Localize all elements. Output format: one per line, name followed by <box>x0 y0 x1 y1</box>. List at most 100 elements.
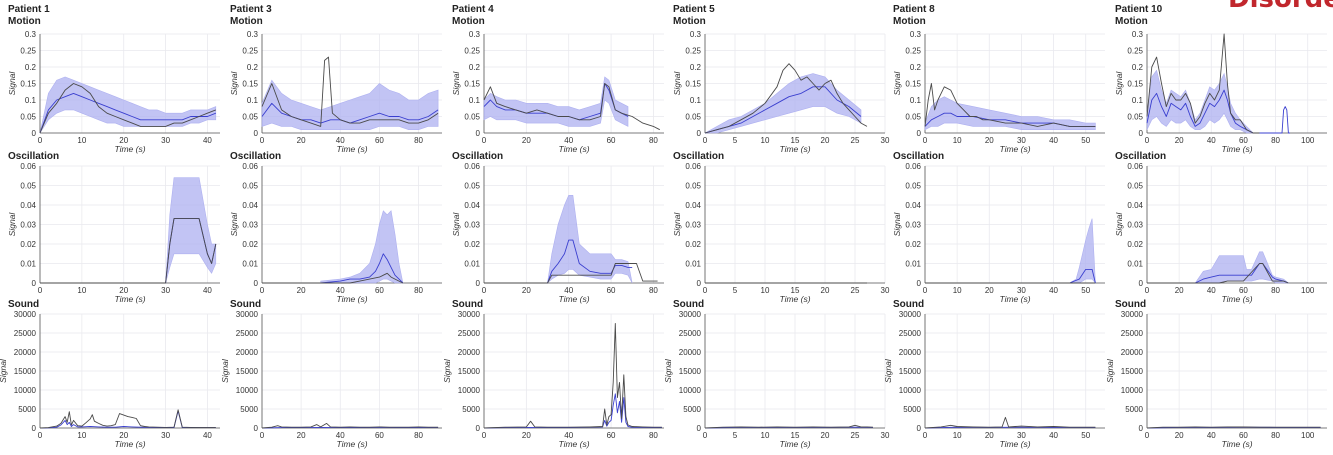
y-tick-label: 0.01 <box>242 260 258 269</box>
y-axis-label: Signal <box>883 358 893 383</box>
x-tick-label: 80 <box>649 431 658 440</box>
y-tick-label: 0.06 <box>20 162 36 171</box>
x-tick-label: 20 <box>821 136 830 145</box>
x-tick-label: 30 <box>1017 286 1026 295</box>
y-tick-label: 30000 <box>679 310 702 319</box>
y-tick-label: 20000 <box>899 348 922 357</box>
y-tick-label: 0.03 <box>905 221 921 230</box>
y-tick-label: 15000 <box>679 367 702 376</box>
x-tick-label: 0 <box>482 136 487 145</box>
panel-title: Motion <box>893 16 926 27</box>
y-tick-label: 0.02 <box>685 240 701 249</box>
y-tick-label: 0.25 <box>1127 47 1143 56</box>
panel-sound-3: Sound 0 5000 10000 15000 20000 25000 30000 0 20 40… <box>442 299 664 449</box>
x-tick-label: 10 <box>953 286 962 295</box>
y-tick-label: 0.03 <box>242 221 258 230</box>
x-tick-label: 0 <box>260 431 265 440</box>
panel-title: Motion <box>230 16 263 27</box>
x-tick-label: 20 <box>1175 431 1184 440</box>
y-tick-label: 0 <box>476 129 481 138</box>
band-area <box>320 210 404 284</box>
x-axis-label: Time (s) <box>336 439 367 449</box>
x-tick-label: 20 <box>1175 286 1184 295</box>
y-tick-label: 0.01 <box>464 260 480 269</box>
x-tick-label: 20 <box>297 286 306 295</box>
y-tick-label: 0.1 <box>247 96 259 105</box>
actual-line <box>483 323 662 429</box>
x-tick-label: 0 <box>482 286 487 295</box>
y-axis-label: Signal <box>451 71 461 96</box>
band-area <box>165 177 217 284</box>
y-tick-label: 0.05 <box>20 182 36 191</box>
y-tick-label: 0.03 <box>1127 221 1143 230</box>
panel-title: Motion <box>1115 16 1148 27</box>
panel-sound-5: Sound 0 5000 10000 15000 20000 25000 30000 0 10 20… <box>883 299 1105 449</box>
x-tick-label: 40 <box>336 286 345 295</box>
y-tick-label: 0.04 <box>242 201 258 210</box>
y-tick-label: 0 <box>917 424 922 433</box>
y-tick-label: 0.2 <box>910 63 922 72</box>
x-tick-label: 100 <box>1301 286 1315 295</box>
y-tick-label: 0 <box>254 279 259 288</box>
y-tick-label: 25000 <box>679 329 702 338</box>
band-area <box>483 76 629 127</box>
x-tick-label: 80 <box>1271 286 1280 295</box>
median-line <box>39 92 216 134</box>
x-tick-label: 20 <box>522 286 531 295</box>
y-tick-label: 0.06 <box>1127 162 1143 171</box>
panel-title: Motion <box>8 16 41 27</box>
y-axis-label: Signal <box>892 71 902 96</box>
panel-title: Oscillation <box>893 151 944 162</box>
y-tick-label: 15000 <box>899 367 922 376</box>
y-tick-label: 20000 <box>458 348 481 357</box>
panel-title: Sound <box>893 299 924 310</box>
x-tick-label: 5 <box>733 286 738 295</box>
y-axis-label: Signal <box>1114 212 1124 237</box>
y-tick-label: 0 <box>32 279 37 288</box>
x-tick-label: 5 <box>733 136 738 145</box>
x-tick-label: 0 <box>703 136 708 145</box>
x-axis-label: Time (s) <box>779 144 810 154</box>
y-tick-label: 0.25 <box>905 47 921 56</box>
x-tick-label: 0 <box>260 136 265 145</box>
y-tick-label: 0 <box>476 279 481 288</box>
y-tick-label: 0 <box>476 424 481 433</box>
y-tick-label: 0.05 <box>1127 113 1143 122</box>
y-tick-label: 0.2 <box>247 63 259 72</box>
y-tick-label: 5000 <box>903 405 921 414</box>
median-line <box>262 253 404 284</box>
y-tick-label: 5000 <box>1125 405 1143 414</box>
x-tick-label: 10 <box>77 136 86 145</box>
y-tick-label: 0.3 <box>247 30 259 39</box>
y-tick-label: 0 <box>254 424 259 433</box>
x-tick-label: 0 <box>1145 286 1150 295</box>
x-tick-label: 80 <box>649 286 658 295</box>
actual-line <box>704 424 874 429</box>
y-tick-label: 0.05 <box>242 113 258 122</box>
band-area <box>547 195 633 284</box>
y-tick-label: 0.05 <box>685 182 701 191</box>
x-axis-label: Time (s) <box>558 294 589 304</box>
panel-title: Motion <box>452 16 485 27</box>
y-axis-label: Signal <box>451 212 461 237</box>
x-tick-label: 0 <box>482 431 487 440</box>
x-tick-label: 100 <box>1301 431 1315 440</box>
panel-sound-4: Sound 0 5000 10000 15000 20000 25000 30000 0 5 10 1… <box>663 299 890 449</box>
actual-line <box>39 409 216 429</box>
y-tick-label: 30000 <box>14 310 37 319</box>
y-tick-label: 0.1 <box>910 96 922 105</box>
y-tick-label: 20000 <box>1121 348 1144 357</box>
y-tick-label: 25000 <box>14 329 37 338</box>
x-axis-label: Time (s) <box>1221 439 1252 449</box>
x-tick-label: 20 <box>985 136 994 145</box>
y-tick-label: 20000 <box>679 348 702 357</box>
y-tick-label: 0.05 <box>464 182 480 191</box>
y-axis-label: Signal <box>0 358 8 383</box>
x-tick-label: 20 <box>522 431 531 440</box>
actual-line <box>1146 426 1321 429</box>
y-tick-label: 10000 <box>679 386 702 395</box>
x-tick-label: 30 <box>161 286 170 295</box>
y-tick-label: 0.06 <box>464 162 480 171</box>
y-tick-label: 0 <box>1139 424 1144 433</box>
x-tick-label: 0 <box>923 136 928 145</box>
